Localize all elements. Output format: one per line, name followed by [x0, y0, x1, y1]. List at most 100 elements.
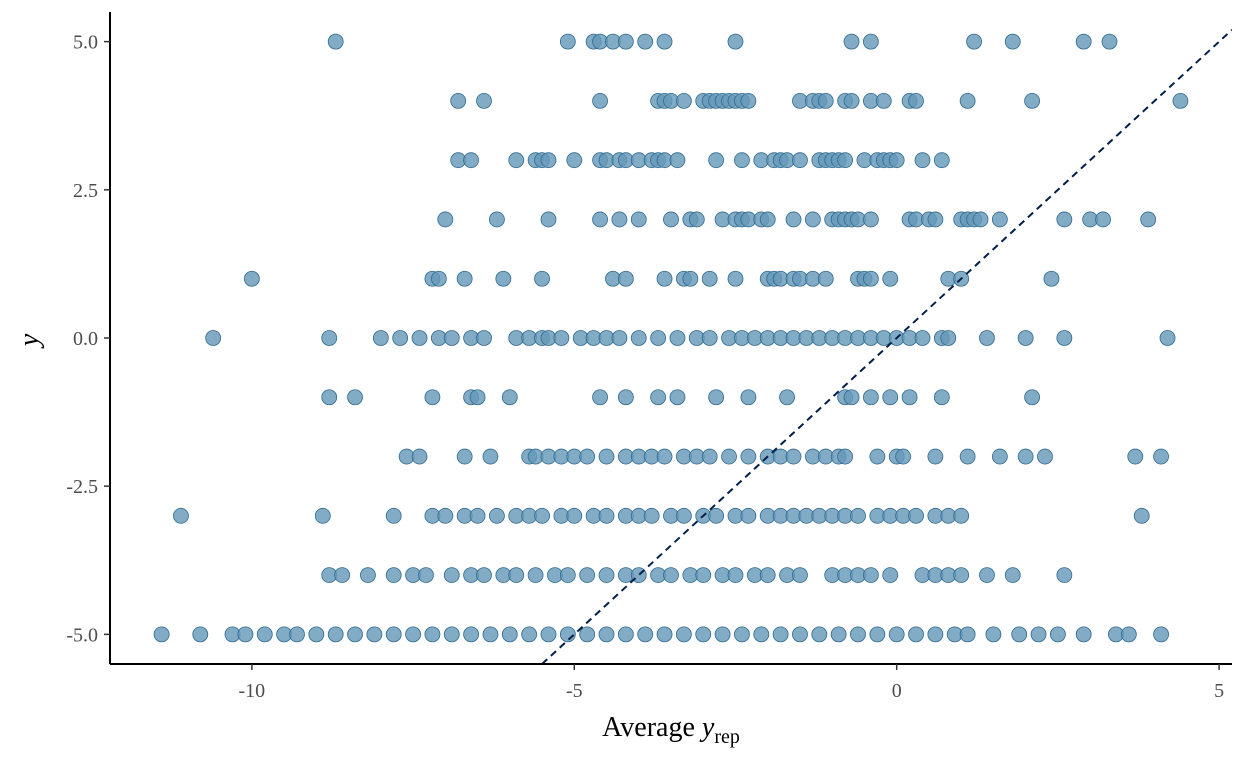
data-point	[1056, 567, 1073, 583]
data-point	[953, 567, 970, 583]
data-point	[817, 270, 834, 287]
data-point	[424, 389, 441, 406]
data-point	[327, 626, 344, 643]
data-point	[540, 152, 557, 169]
data-point	[688, 211, 705, 228]
data-point	[740, 448, 757, 465]
data-point	[598, 626, 615, 643]
data-point	[308, 626, 325, 643]
data-point	[708, 152, 725, 169]
data-point	[895, 448, 912, 465]
data-point	[727, 270, 744, 287]
data-point	[630, 330, 647, 346]
data-point	[173, 507, 189, 524]
data-point	[701, 270, 718, 287]
data-point	[979, 567, 995, 583]
data-point	[862, 389, 879, 406]
data-point	[1075, 33, 1092, 50]
data-point	[566, 152, 583, 169]
data-point	[1004, 33, 1021, 50]
x-axis-title-var: y	[699, 712, 715, 743]
data-point	[882, 270, 899, 287]
data-point	[598, 507, 615, 524]
data-point	[972, 211, 989, 228]
data-point	[888, 626, 905, 643]
data-point	[592, 211, 608, 228]
points	[153, 33, 1189, 643]
data-point	[759, 567, 776, 583]
data-point	[663, 567, 679, 583]
data-point	[792, 567, 808, 583]
data-point	[1172, 93, 1189, 109]
data-point	[418, 567, 434, 583]
data-point	[430, 270, 447, 287]
data-point	[321, 330, 338, 346]
reference-line	[541, 29, 1232, 664]
data-point	[701, 448, 718, 465]
data-point	[1004, 567, 1021, 583]
data-point	[785, 211, 802, 228]
data-point	[908, 93, 924, 109]
data-point	[940, 330, 957, 346]
data-point	[927, 448, 944, 465]
data-point	[669, 389, 686, 406]
y-tick-label: 0.0	[73, 328, 98, 350]
x-axis-title-sub: rep	[714, 726, 740, 748]
data-point	[495, 270, 512, 287]
data-point	[708, 507, 725, 524]
data-point	[360, 567, 376, 583]
data-point	[463, 152, 480, 169]
data-point	[695, 567, 712, 583]
data-point	[1140, 211, 1157, 228]
data-point	[727, 567, 744, 583]
data-point	[914, 152, 931, 169]
data-point	[850, 626, 866, 643]
data-point	[437, 211, 454, 228]
data-point	[650, 389, 667, 406]
data-point	[592, 93, 608, 109]
data-point	[243, 270, 260, 287]
data-point	[579, 626, 596, 643]
data-point	[347, 389, 363, 406]
data-point	[1101, 33, 1118, 50]
data-point	[553, 330, 570, 346]
data-point	[753, 626, 770, 643]
plot-area	[153, 29, 1232, 664]
data-point	[675, 507, 692, 524]
data-point	[617, 626, 634, 643]
data-point	[192, 626, 209, 643]
data-point	[1043, 270, 1060, 287]
data-point	[372, 330, 389, 346]
data-point	[721, 448, 737, 465]
data-point	[405, 626, 421, 643]
data-point	[237, 626, 254, 643]
data-point	[740, 507, 757, 524]
data-point	[740, 389, 757, 406]
data-point	[759, 211, 776, 228]
data-point	[933, 389, 950, 406]
data-point	[598, 448, 615, 465]
data-point	[1030, 626, 1047, 643]
data-point	[482, 626, 499, 643]
data-point	[1056, 330, 1073, 346]
x-axis-title-text: Average	[602, 712, 702, 743]
data-point	[862, 211, 879, 228]
data-point	[1095, 211, 1111, 228]
data-point	[256, 626, 273, 643]
y-tick-label: 5.0	[73, 32, 98, 54]
y-ticks: -5.0 -2.5 0.0 2.5 5.0	[66, 32, 110, 646]
data-point	[327, 33, 344, 50]
data-point	[392, 330, 409, 346]
data-point	[540, 626, 557, 643]
data-point	[443, 626, 460, 643]
data-point	[385, 626, 402, 643]
data-point	[959, 93, 976, 109]
data-point	[656, 448, 673, 465]
data-point	[540, 211, 557, 228]
data-point	[579, 448, 596, 465]
data-point	[682, 270, 699, 287]
data-point	[411, 330, 428, 346]
data-point	[727, 33, 744, 50]
data-point	[701, 330, 718, 346]
x-ticks: -10 -5 0 5	[239, 664, 1224, 702]
